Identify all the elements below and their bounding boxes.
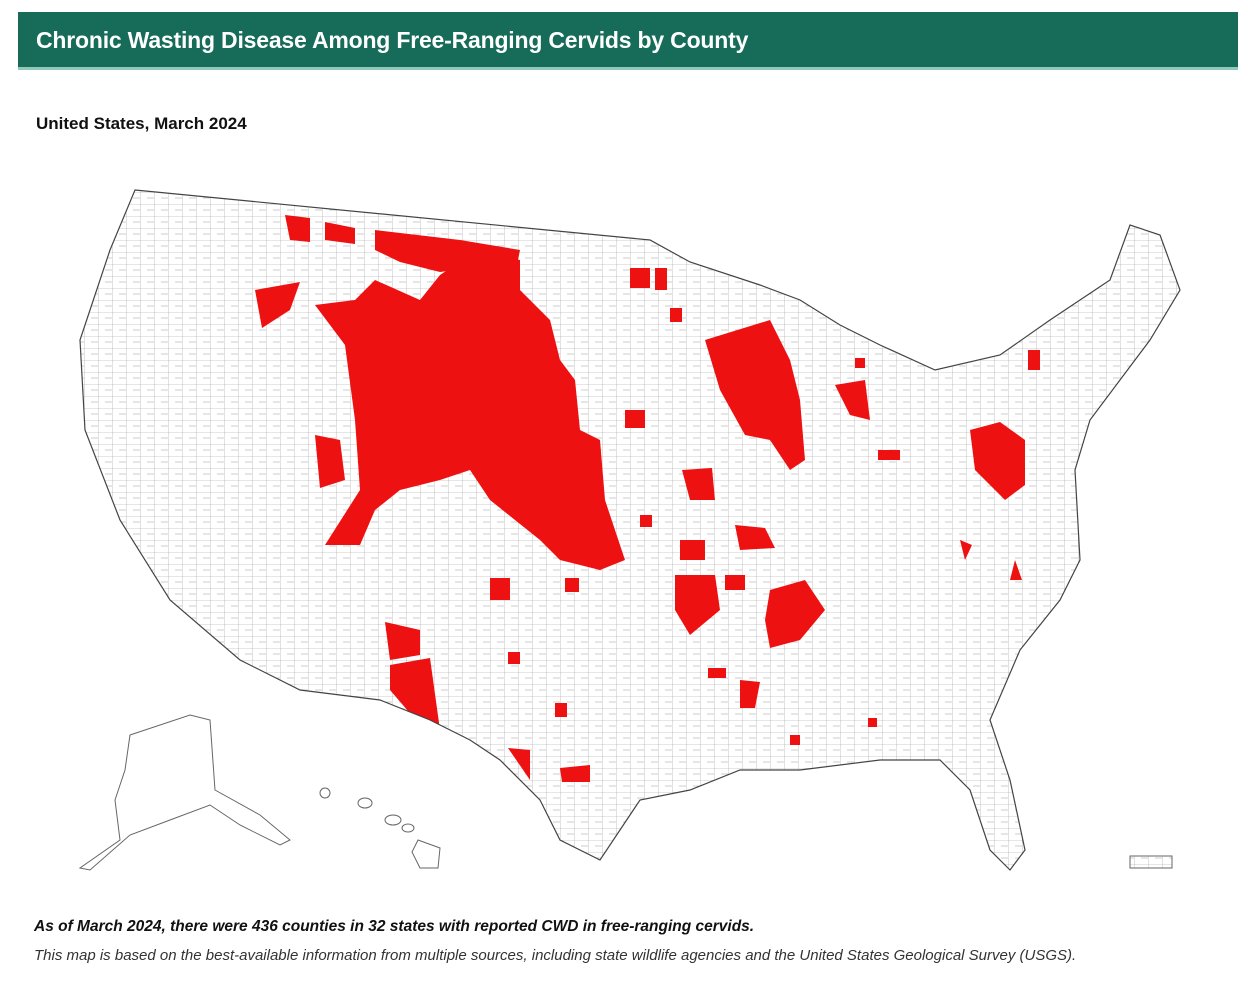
summary-note: As of March 2024, there were 436 countie… xyxy=(34,918,755,935)
map xyxy=(78,189,1181,871)
subtitle: United States, March 2024 xyxy=(36,114,247,133)
puerto-rico xyxy=(1129,855,1173,869)
contiguous-us xyxy=(79,189,1181,871)
title: Chronic Wasting Disease Among Free-Rangi… xyxy=(36,27,749,53)
cwd-counties xyxy=(255,215,1040,782)
source-note: This map is based on the best-available … xyxy=(34,947,1077,964)
hawaii xyxy=(319,787,441,869)
alaska xyxy=(78,714,291,871)
header-bar: Chronic Wasting Disease Among Free-Rangi… xyxy=(18,12,1238,70)
